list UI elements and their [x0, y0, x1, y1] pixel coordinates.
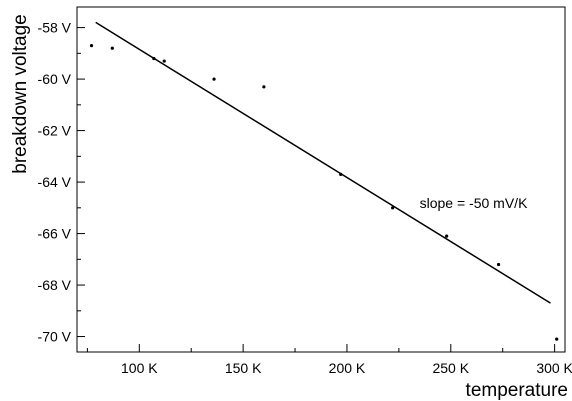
data-point [555, 337, 559, 341]
data-points [89, 44, 559, 341]
x-tick-label: 150 K [225, 360, 262, 376]
y-axis: -58 V -60 V -62 V -64 V -66 V -68 V -70 V [38, 20, 85, 345]
y-tick-label: -60 V [38, 71, 72, 87]
x-axis: 100 K 150 K 200 K 250 K 300 K [86, 344, 572, 376]
annotations: slope = -50 mV/K [420, 195, 528, 211]
y-tick-label: -64 V [38, 174, 72, 190]
x-axis-title: temperature [466, 380, 568, 401]
data-point [152, 56, 156, 61]
x-tick-label: 250 K [432, 360, 469, 376]
data-point [162, 59, 166, 63]
data-point [445, 234, 449, 238]
fit-line [95, 21, 551, 304]
data-point [391, 206, 395, 210]
y-tick-label: -58 V [38, 20, 72, 36]
data-point [110, 46, 114, 50]
slope-annotation: slope = -50 mV/K [420, 195, 528, 211]
y-tick-label: -68 V [38, 277, 72, 293]
data-point [496, 262, 501, 267]
y-tick-label: -66 V [38, 226, 72, 242]
data-point [339, 172, 343, 176]
x-tick-label: 100 K [121, 360, 158, 376]
fit-lines [95, 21, 551, 304]
plot-frame [76, 6, 566, 353]
x-tick-label: 200 K [329, 360, 366, 376]
x-tick-label: 300 K [536, 360, 572, 376]
y-tick-label: -62 V [38, 123, 72, 139]
data-point [262, 85, 266, 89]
y-axis-title: breakdown voltage [10, 14, 31, 174]
y-tick-label: -70 V [38, 329, 72, 345]
data-point [89, 44, 94, 48]
data-point [212, 77, 216, 81]
